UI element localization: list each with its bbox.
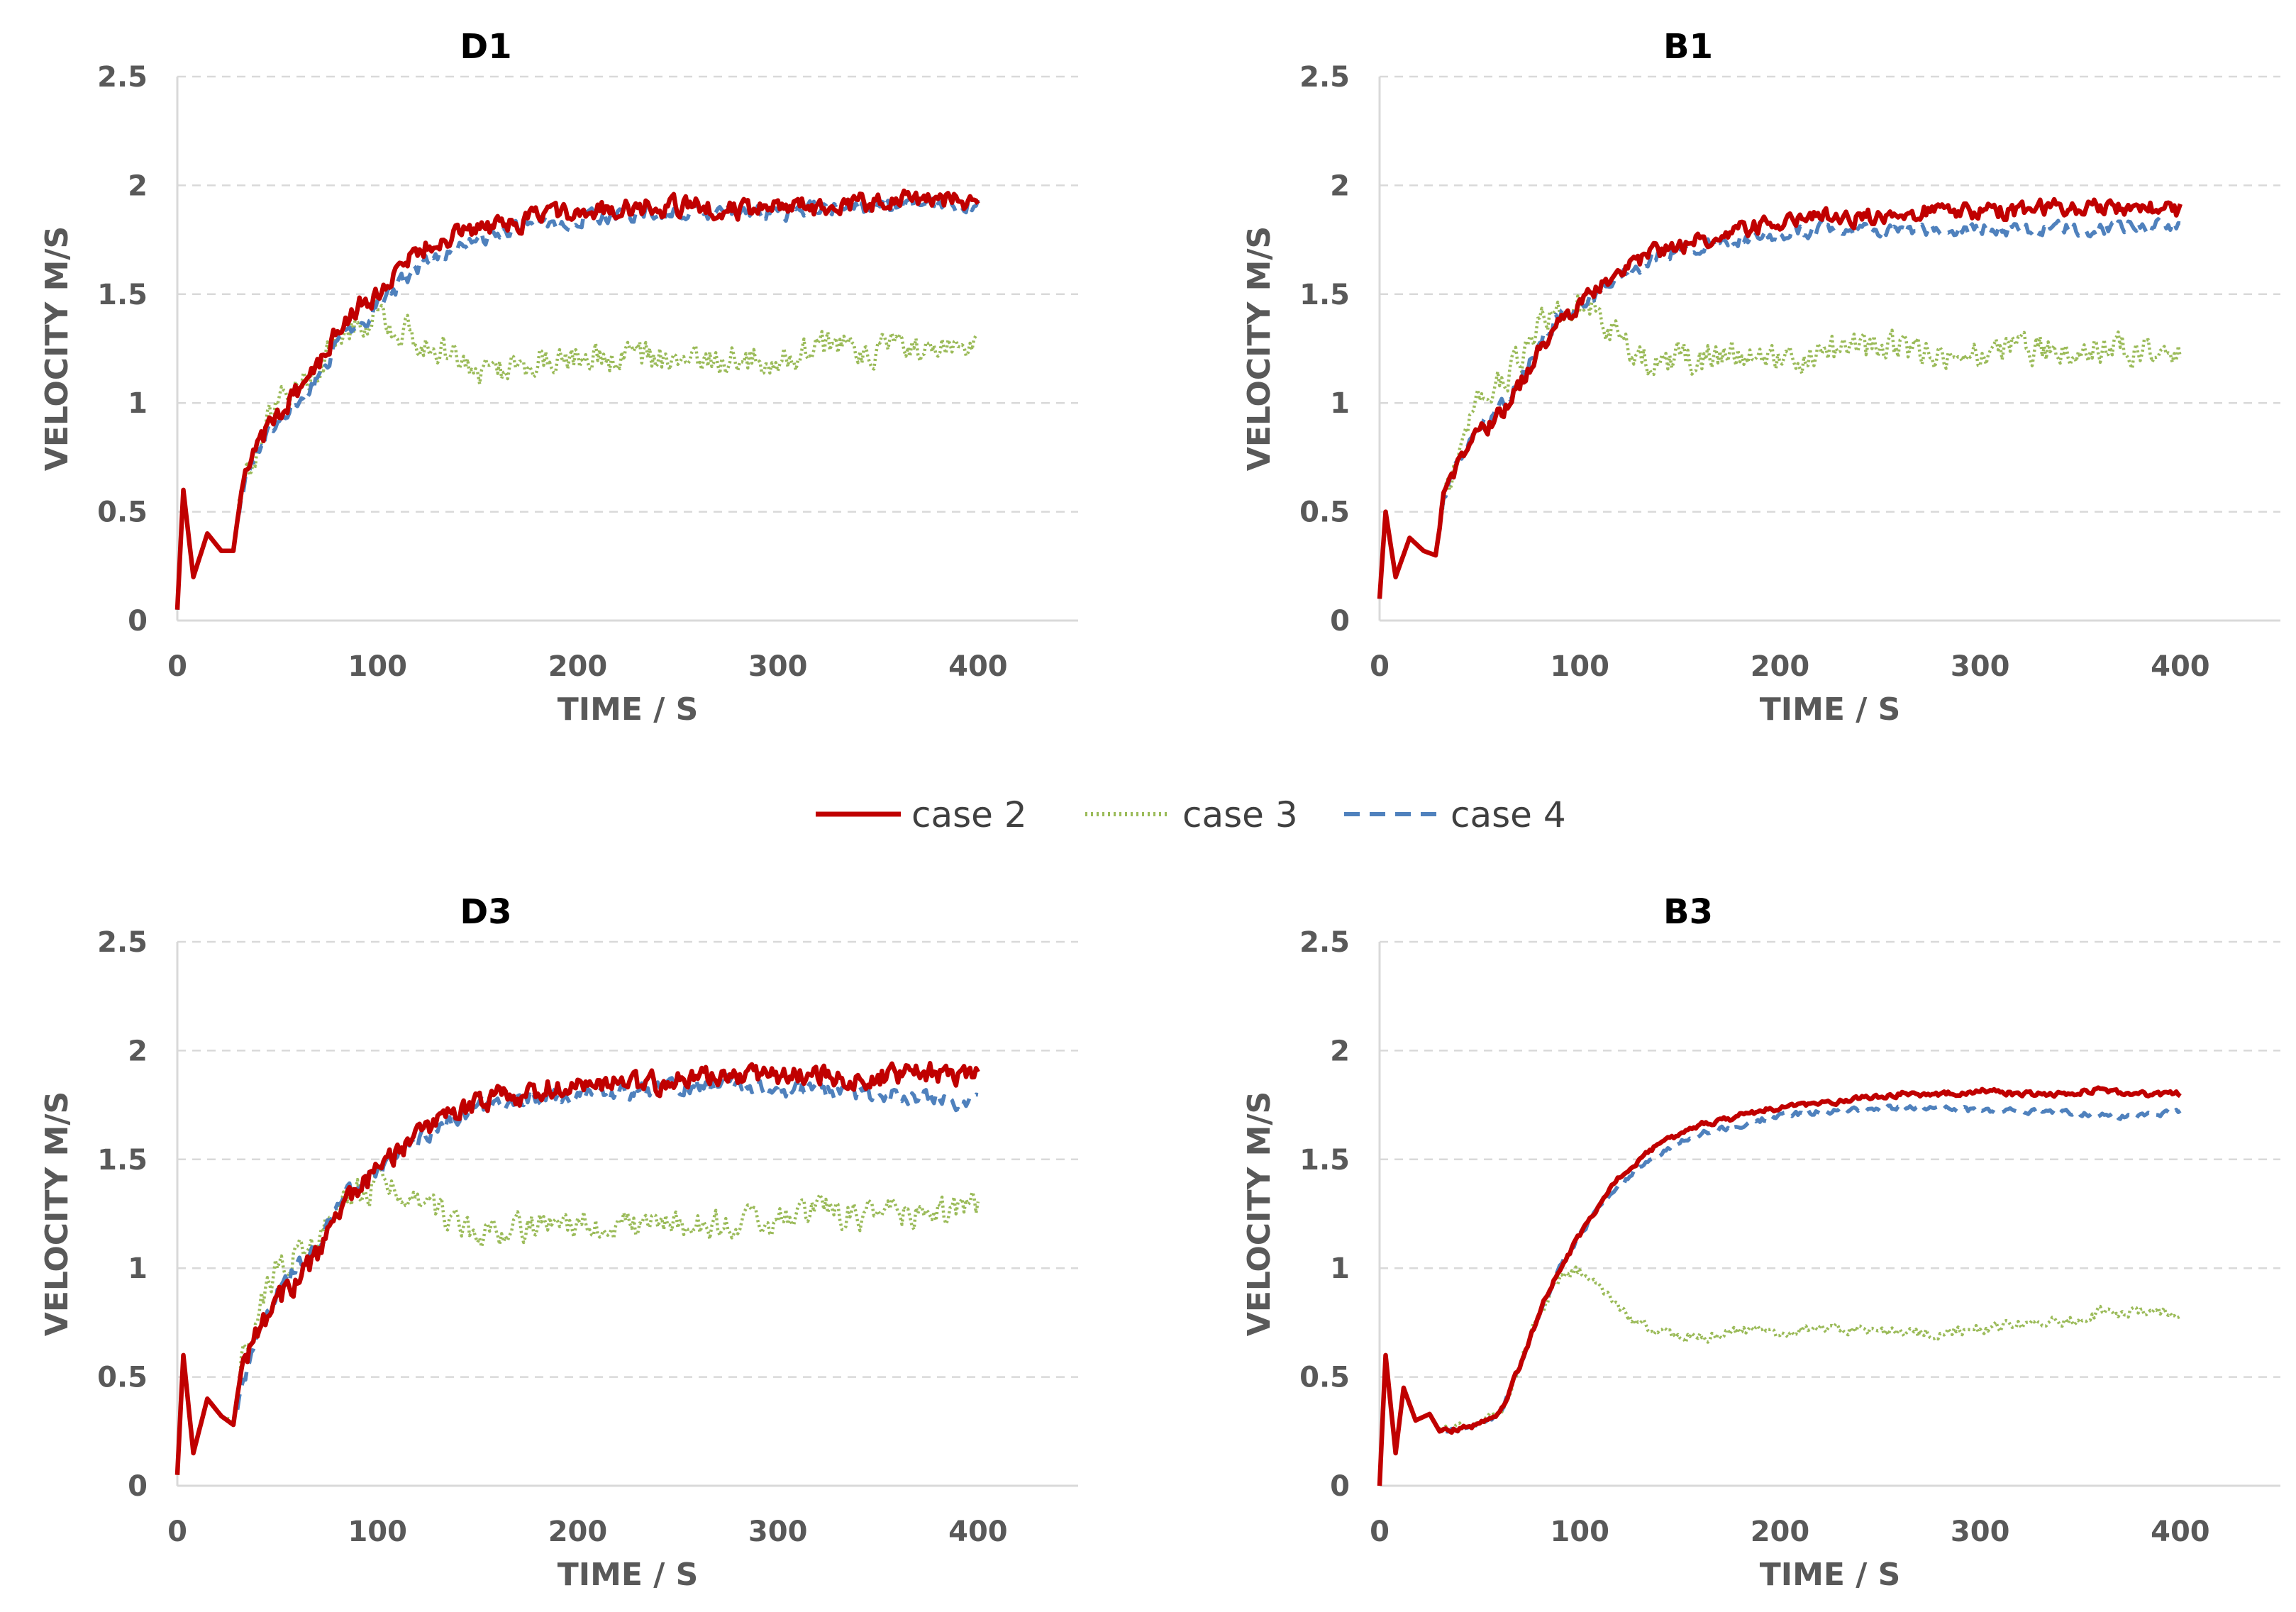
x-tick-label: 200 <box>1751 1516 1810 1548</box>
x-axis-label: TIME / S <box>558 1557 699 1593</box>
x-tick-label: 0 <box>167 650 187 683</box>
series-line-case-2 <box>1377 1085 2182 1486</box>
y-tick-label: 0 <box>128 605 148 638</box>
y-tick-label: 1 <box>128 387 148 420</box>
y-tick-label: 0 <box>1330 605 1350 638</box>
x-axis-label: TIME / S <box>1760 1557 1901 1593</box>
x-tick-label: 400 <box>948 1516 1008 1548</box>
x-tick-label: 0 <box>1370 1516 1390 1548</box>
chart-title: B3 <box>1663 892 1713 932</box>
x-tick-label: 0 <box>167 1516 187 1548</box>
x-tick-label: 300 <box>748 1516 808 1548</box>
legend-label-case-4: case 4 <box>1451 794 1566 835</box>
chart-title: D1 <box>460 27 511 67</box>
panel-d3: D3 0 0.5 1 1.5 2 2.5 0 100 200 300 400 TIME / S VELOC… <box>39 892 1078 1593</box>
x-tick-label: 400 <box>2151 650 2210 683</box>
y-tick-label: 2 <box>1330 169 1350 202</box>
y-tick-label: 0 <box>128 1470 148 1503</box>
panel-d1: D1 0 0.5 1 1.5 2 2.5 0 100 200 300 400 TIME / S VELOC… <box>39 27 1078 728</box>
y-tick-label: 2.5 <box>1299 926 1350 959</box>
series-line-case-3 <box>1377 294 2183 599</box>
series-line-case-2 <box>174 188 980 610</box>
chart-title: B1 <box>1663 27 1713 67</box>
x-tick-label: 200 <box>548 650 608 683</box>
y-axis-label: VELOCITY M/S <box>1241 226 1277 471</box>
series-line-case-4 <box>1377 1103 2182 1486</box>
series-line-case-2 <box>174 1061 980 1475</box>
y-tick-label: 1 <box>1330 1252 1350 1285</box>
y-tick-label: 1.5 <box>97 1144 148 1177</box>
y-tick-label: 2.5 <box>97 926 148 959</box>
x-tick-label: 200 <box>548 1516 608 1548</box>
x-tick-label: 300 <box>748 650 808 683</box>
y-axis-label: VELOCITY M/S <box>1241 1091 1277 1336</box>
x-tick-label: 100 <box>348 650 407 683</box>
series-line-case-4 <box>175 194 980 610</box>
series-line-case-2 <box>1377 196 2183 599</box>
x-tick-label: 100 <box>1550 650 1609 683</box>
y-tick-label: 2 <box>1330 1035 1350 1067</box>
series-line-case-3 <box>1377 1265 2182 1486</box>
x-tick-label: 100 <box>1550 1516 1609 1548</box>
legend-label-case-2: case 2 <box>911 794 1027 835</box>
x-axis-label: TIME / S <box>1760 691 1901 728</box>
y-tick-label: 0.5 <box>97 496 148 529</box>
chart-title: D3 <box>460 892 511 932</box>
x-tick-label: 300 <box>1951 1516 2010 1548</box>
x-tick-label: 100 <box>348 1516 407 1548</box>
x-axis-label: TIME / S <box>558 691 699 728</box>
y-tick-label: 1.5 <box>1299 1144 1350 1177</box>
series-line-case-4 <box>235 1073 979 1410</box>
y-tick-label: 1 <box>128 1252 148 1285</box>
panel-b1: B1 0 0.5 1 1.5 2 2.5 0 100 200 300 400 TIME / S VELOC… <box>1241 27 2280 728</box>
y-tick-label: 0.5 <box>1299 496 1350 529</box>
y-tick-label: 0 <box>1330 1470 1350 1503</box>
x-tick-label: 400 <box>2151 1516 2210 1548</box>
y-tick-label: 1.5 <box>1299 279 1350 311</box>
y-tick-label: 0.5 <box>97 1362 148 1394</box>
panel-b3: B3 0 0.5 1 1.5 2 2.5 0 100 200 300 400 TIME / S VELOC… <box>1241 892 2280 1593</box>
series-line-case-3 <box>175 1165 980 1475</box>
y-tick-label: 2.5 <box>1299 61 1350 94</box>
x-tick-label: 200 <box>1751 650 1810 683</box>
legend: case 2 case 3 case 4 <box>816 794 1566 835</box>
y-tick-label: 1.5 <box>97 279 148 311</box>
y-tick-label: 2 <box>128 169 148 202</box>
y-tick-label: 0.5 <box>1299 1362 1350 1394</box>
x-tick-label: 0 <box>1370 650 1390 683</box>
y-axis-label: VELOCITY M/S <box>39 226 75 471</box>
x-tick-label: 300 <box>1951 650 2010 683</box>
legend-label-case-3: case 3 <box>1182 794 1298 835</box>
x-tick-label: 400 <box>948 650 1008 683</box>
y-tick-label: 2.5 <box>97 61 148 94</box>
y-tick-label: 2 <box>128 1035 148 1067</box>
y-tick-label: 1 <box>1330 387 1350 420</box>
series-line-case-3 <box>175 299 979 610</box>
y-axis-label: VELOCITY M/S <box>39 1091 75 1336</box>
